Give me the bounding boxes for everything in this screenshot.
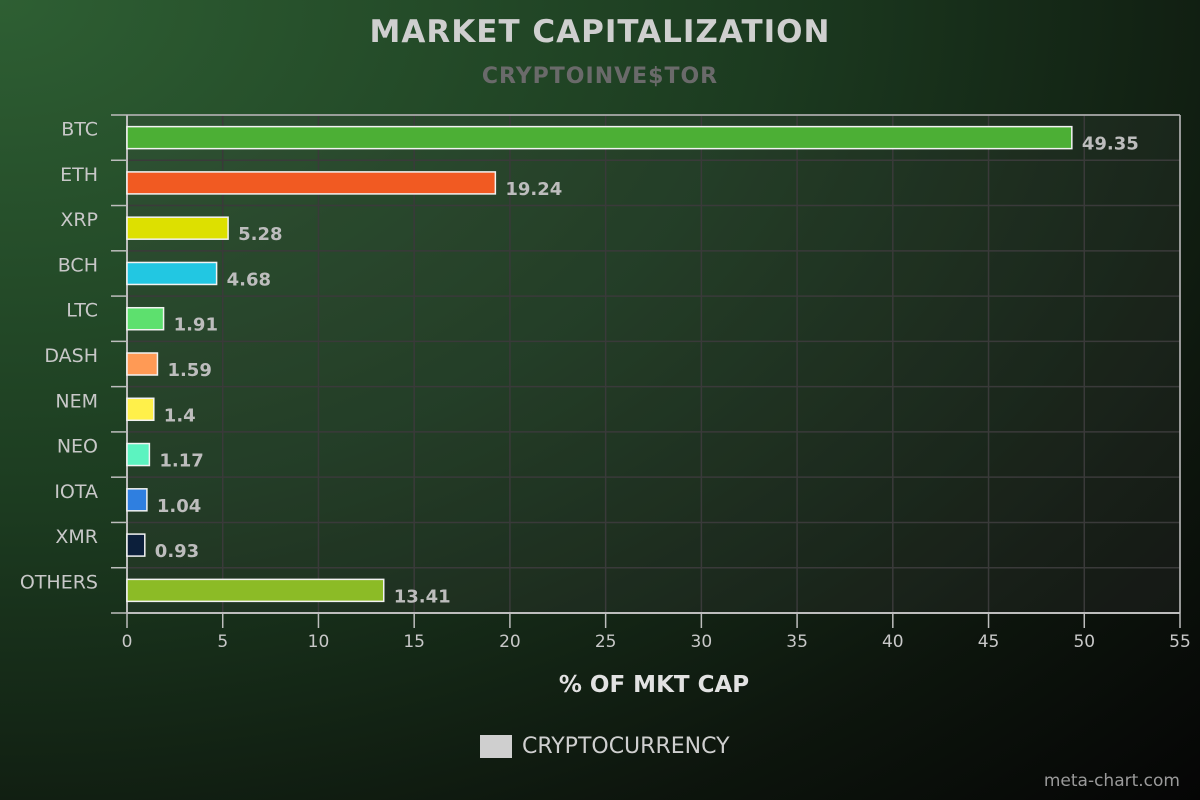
category-label: IOTA [54, 481, 98, 503]
category-label: NEO [57, 436, 98, 458]
bar-xrp [126, 216, 229, 240]
category-label: BTC [61, 119, 98, 141]
category-label: ETH [60, 164, 98, 186]
category-label: XMR [55, 526, 98, 548]
bar-others [126, 578, 385, 603]
plot-background [127, 115, 1180, 613]
x-tick-label: 5 [217, 632, 228, 652]
category-label: BCH [58, 254, 98, 276]
category-label: XRP [60, 209, 98, 231]
bar-xmr [126, 533, 146, 557]
x-tick-label: 0 [122, 632, 133, 652]
x-axis-title: % OF MKT CAP [559, 672, 749, 698]
x-tick-label: 25 [595, 632, 617, 652]
x-tick-label: 20 [499, 632, 521, 652]
data-label: 0.93 [155, 541, 199, 562]
category-label: LTC [66, 300, 98, 322]
x-tick-label: 30 [691, 632, 713, 652]
x-tick-label: 10 [308, 632, 330, 652]
bar-bch [126, 261, 218, 286]
x-tick-label: 15 [403, 632, 425, 652]
category-label: NEM [55, 390, 98, 412]
data-label: 49.35 [1082, 134, 1139, 155]
data-label: 1.04 [157, 496, 201, 517]
data-label: 1.91 [174, 315, 218, 336]
data-label: 19.24 [505, 179, 562, 200]
chart-subtitle: CRYPTOINVE$TOR [481, 64, 719, 89]
bar-iota [126, 488, 148, 512]
bar-dash [126, 352, 159, 376]
legend-label: CRYPTOCURRENCY [522, 733, 730, 759]
data-label: 4.68 [227, 269, 271, 290]
bar-btc [126, 125, 1073, 150]
data-label: 1.4 [164, 405, 196, 426]
bar-ltc [126, 306, 165, 331]
x-tick-label: 35 [786, 632, 808, 652]
credit-text[interactable]: meta-chart.com [1043, 771, 1180, 791]
x-tick-label: 55 [1169, 632, 1191, 652]
data-label: 13.41 [394, 586, 451, 607]
x-tick-label: 40 [882, 632, 904, 652]
chart-title: MARKET CAPITALIZATION [369, 14, 831, 50]
data-label: 1.17 [159, 451, 203, 472]
bar-nem [126, 397, 155, 422]
legend-swatch [480, 734, 512, 758]
data-label: 1.59 [167, 360, 211, 381]
x-tick-label: 45 [978, 632, 1000, 652]
bar-eth [126, 171, 497, 195]
bar-neo [126, 442, 151, 467]
data-label: 5.28 [238, 224, 282, 245]
x-tick-label: 50 [1073, 632, 1095, 652]
category-label: OTHERS [20, 571, 98, 593]
legend[interactable]: CRYPTOCURRENCY [480, 731, 730, 761]
category-label: DASH [44, 345, 98, 367]
